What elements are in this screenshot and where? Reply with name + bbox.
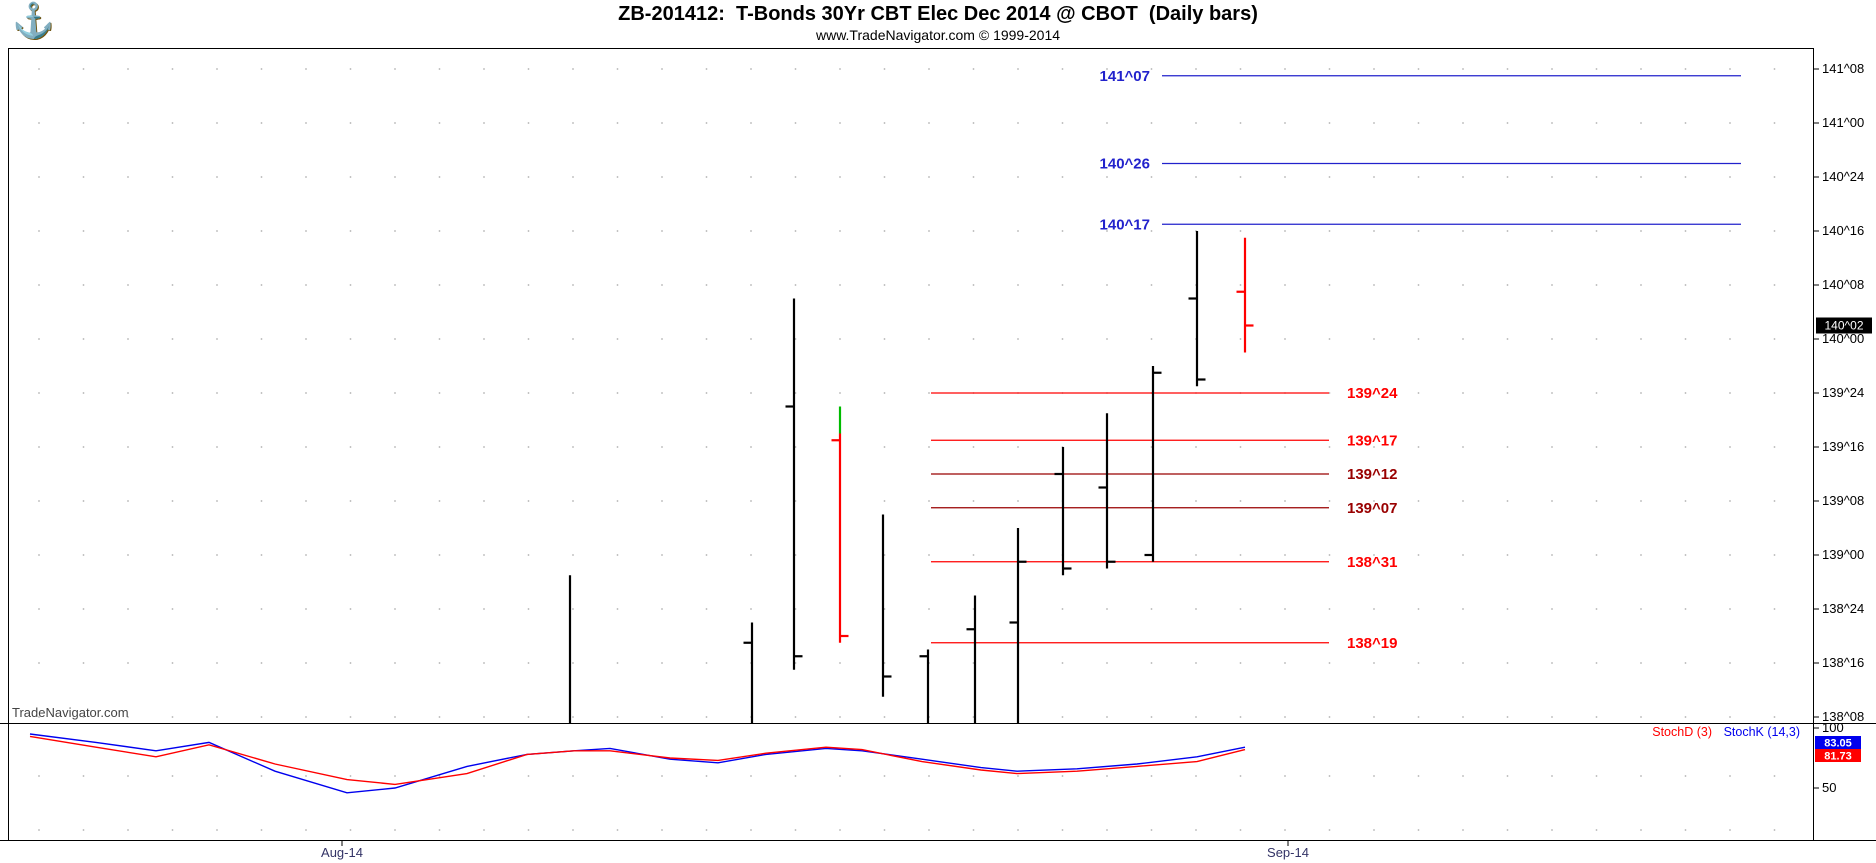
ohlc-bar [919,649,930,723]
ohlc-bars [568,231,1254,723]
ohlc-bar [1188,231,1206,387]
ohlc-bar [1144,366,1162,562]
stochd-value-badge [1815,749,1861,762]
ohlc-bar [785,298,803,670]
support-level-label: 138^19 [1347,635,1397,652]
stochd-label: StochD (3) [1652,725,1712,739]
stochk-value: 83.05 [1824,738,1852,750]
chart-subtitle: www.TradeNavigator.com © 1999-2014 [815,27,1061,43]
price-axis: 141^08 141^00 140^24 140^16 140^08 140^00 139^… [1816,61,1872,724]
watermark: TradeNavigator.com [12,705,129,720]
price-axis-label: 140^00 [1822,331,1864,346]
chart-header: ⚓ ZB-201412: T-Bonds 30Yr CBT Elec Dec 2… [0,0,1876,48]
price-axis-label: 141^00 [1822,115,1864,130]
tradenavigator-logo-icon: ⚓ [12,2,55,40]
support-level-label: 139^07 [1347,500,1397,517]
panel-borders [0,48,1876,846]
price-levels: 141^07 140^26 140^17 139^24 139^17 139^12 139^… [931,68,1741,652]
price-axis-label: 138^16 [1822,655,1864,670]
x-axis-month-label: Aug-14 [321,845,363,860]
grid-dots [38,68,1776,831]
price-axis-label: 140^16 [1822,223,1864,238]
ohlc-bar [1009,528,1027,723]
stochd-line [29,735,1246,786]
support-level-label: 139^12 [1347,466,1397,483]
stochk-label: StochK (14,3) [1724,725,1800,739]
resistance-level-label: 141^07 [1100,68,1150,85]
ohlc-bar [743,622,754,723]
price-axis-label: 139^00 [1822,547,1864,562]
price-axis-label: 140^24 [1822,169,1864,184]
ohlc-bar [1098,413,1116,569]
price-axis-label: 138^08 [1822,709,1864,724]
last-price-badge-label: 140^02 [1825,319,1864,333]
stoch-axis-label: 100 [1822,720,1844,735]
resistance-level-label: 140^26 [1100,156,1150,173]
support-level-label: 138^31 [1347,554,1397,571]
ohlc-bar [966,595,977,723]
price-axis-label: 139^24 [1822,385,1864,400]
price-axis-label: 138^24 [1822,601,1864,616]
ohlc-bar [881,514,892,697]
stoch-axis-label: 50 [1822,780,1836,795]
price-axis-label: 140^08 [1822,277,1864,292]
price-axis-label: 139^08 [1822,493,1864,508]
stochk-line [29,733,1246,794]
stochk-value-badge [1815,736,1861,749]
stochd-value: 81.73 [1824,751,1852,763]
support-level-label: 139^17 [1347,432,1397,449]
last-price-badge [1816,317,1872,334]
ohlc-bar [1054,447,1072,576]
x-axis-month-label: Sep-14 [1267,845,1309,860]
price-axis-label: 141^08 [1822,61,1864,76]
resistance-level-label: 140^17 [1100,216,1150,233]
support-level-label: 139^24 [1347,385,1398,402]
price-axis-label: 139^16 [1822,439,1864,454]
ohlc-bar [1236,237,1254,353]
chart-title: ZB-201412: T-Bonds 30Yr CBT Elec Dec 201… [618,3,1258,25]
ohlc-bar [831,406,849,643]
